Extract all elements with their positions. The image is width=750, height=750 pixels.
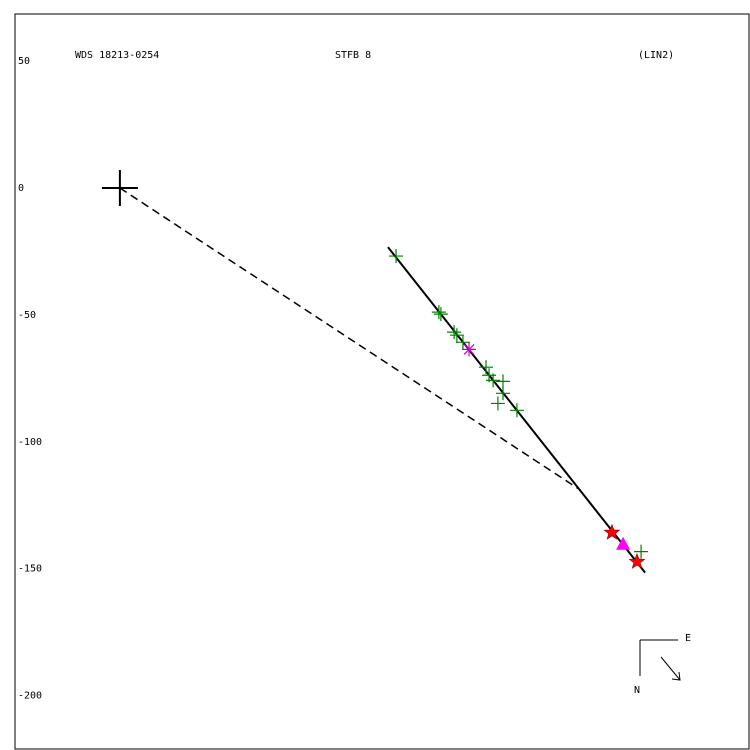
y-tick-label: -100 (18, 437, 42, 448)
chart-subtitle: STFB 8 (335, 50, 371, 61)
direction-arrow (660, 656, 681, 681)
plus-point (509, 403, 524, 418)
asterisk-point (462, 342, 477, 357)
chart-title: WDS 18213-0254 (75, 50, 159, 61)
plus-point (486, 373, 501, 388)
plus-point (634, 544, 649, 559)
plus-point (449, 328, 464, 343)
y-tick-label: -150 (18, 564, 42, 575)
y-tick-label: 0 (18, 183, 24, 194)
star-point (603, 523, 621, 540)
compass: E N (634, 633, 691, 696)
star-point (628, 552, 646, 569)
y-tick-label: -50 (18, 310, 36, 321)
fit-line (119, 187, 579, 490)
origin-cross (101, 170, 138, 207)
y-tick-label: 50 (18, 56, 30, 67)
plus-point (447, 325, 462, 340)
plus-point (455, 335, 470, 350)
plus-point (479, 360, 494, 375)
plus-point (389, 249, 404, 264)
plus-point (495, 374, 510, 389)
plus-point (490, 396, 505, 411)
triangle-point (616, 536, 631, 550)
compass-north: N (634, 685, 640, 696)
annotation: (LIN2) (638, 50, 674, 61)
plus-point (495, 386, 510, 401)
plus-point (431, 305, 446, 320)
plot-frame (14, 13, 750, 750)
plus-point (433, 307, 448, 322)
compass-east: E (685, 633, 691, 644)
y-tick-label: -200 (18, 690, 42, 701)
arrow-head (671, 671, 681, 681)
